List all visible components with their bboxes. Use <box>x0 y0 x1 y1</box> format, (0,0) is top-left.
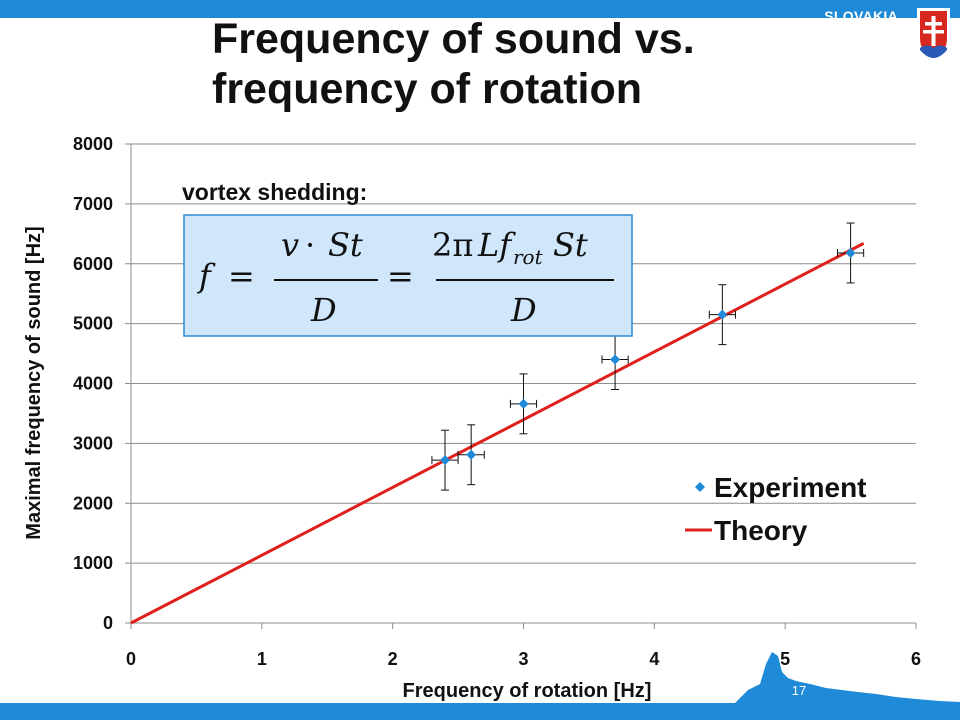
y-tick-label: 8000 <box>73 134 113 154</box>
y-tick-label: 5000 <box>73 314 113 334</box>
y-tick-label: 3000 <box>73 433 113 453</box>
gridlines <box>131 143 916 564</box>
slide-title: Frequency of sound vs. frequency of rota… <box>212 15 695 113</box>
svg-text:·: · <box>305 226 315 264</box>
brand-name: SLOVAKIA <box>824 8 898 24</box>
x-axis-title: Frequency of rotation [Hz] <box>403 680 652 702</box>
y-axis-title: Maximal frequency of sound [Hz] <box>23 226 45 539</box>
x-tick-label: 0 <box>126 649 136 669</box>
formula-box: f = v · St D = 2π Lf rot St D <box>183 214 633 337</box>
legend-theory-label: Theory <box>714 515 808 546</box>
annotation-label: vortex shedding: <box>182 179 367 205</box>
mountain-silhouette <box>735 652 960 703</box>
brand-subtitle: IYPT '12 <box>859 25 898 36</box>
data-point-marker <box>440 455 450 466</box>
data-point-marker <box>717 309 728 320</box>
coat-of-arms-icon <box>917 8 950 62</box>
y-tick-label: 6000 <box>73 254 113 274</box>
theory-line <box>130 242 865 625</box>
series <box>130 222 865 625</box>
data-point-marker <box>518 398 529 409</box>
top-accent-band <box>0 0 960 18</box>
data-point-marker <box>845 247 856 258</box>
bottom-accent-band <box>0 703 960 720</box>
y-tick-label: 7000 <box>73 194 113 214</box>
y-tick-label: 0 <box>103 613 113 633</box>
svg-text:=: = <box>387 257 414 295</box>
axes <box>125 143 917 629</box>
x-tick-label: 6 <box>911 649 921 669</box>
experiment-point <box>457 424 485 486</box>
y-tick-label: 2000 <box>73 493 113 513</box>
legend-experiment-label: Experiment <box>714 472 867 503</box>
experiment-point <box>837 222 865 284</box>
svg-text:D: D <box>510 291 537 329</box>
svg-text:D: D <box>310 291 337 329</box>
data-point-marker <box>466 449 477 460</box>
svg-text:rot: rot <box>513 245 544 269</box>
experiment-point <box>708 284 736 346</box>
experiment-point <box>509 373 538 435</box>
svg-text:St: St <box>328 226 363 264</box>
data-point-marker <box>610 354 621 365</box>
x-tick-label: 4 <box>649 649 659 669</box>
legend: Experiment Theory <box>685 472 867 546</box>
svg-text:2π: 2π <box>432 226 473 264</box>
svg-text:=: = <box>228 257 255 295</box>
svg-text:Lf: Lf <box>477 226 516 264</box>
y-tick-label: 4000 <box>73 374 113 394</box>
x-tick-label: 3 <box>518 649 528 669</box>
legend-experiment-marker <box>695 482 705 492</box>
x-tick-label: 5 <box>780 649 790 669</box>
svg-text:v: v <box>281 226 299 264</box>
x-tick-label: 2 <box>388 649 398 669</box>
slide-number: 17 <box>791 683 807 698</box>
tick-labels: 0 1000 2000 3000 4000 5000 6000 7000 8000 0 1 2 3 4 5 6 <box>73 134 921 669</box>
experiment-point <box>431 429 459 491</box>
y-tick-label: 1000 <box>73 553 113 573</box>
experiment-point <box>601 329 629 390</box>
brand-block: SLOVAKIA IYPT '12 <box>824 8 898 36</box>
x-tick-label: 1 <box>257 649 267 669</box>
svg-text:St: St <box>553 226 588 264</box>
